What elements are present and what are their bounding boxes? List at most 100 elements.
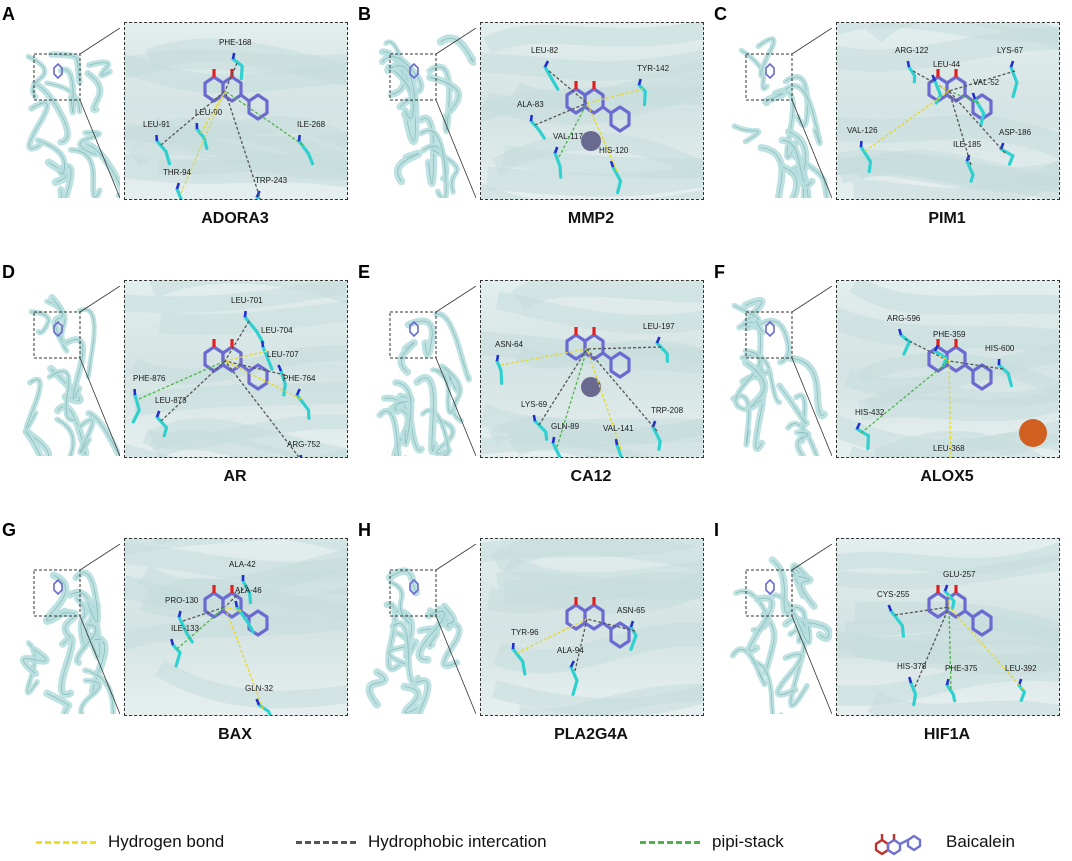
binding-site-render: ALA-42 ALA-46 PRO-130 ILE-133 GLN-32 (125, 539, 347, 715)
panel-g: G ALA-42 ALA-46 PRO-130 ILE-133 GLN-32 BAX (0, 520, 356, 770)
interaction-line (948, 90, 980, 104)
residue-label: ALA-46 (235, 586, 262, 595)
iron-ion (1019, 419, 1047, 447)
binding-site-zoom: LEU-197 ASN-64 LYS-69 GLN-89 VAL-141 TRP-208 (480, 280, 704, 458)
residue-label: TRP-208 (651, 406, 684, 415)
residue-label: GLN-89 (551, 422, 580, 431)
interaction-line (224, 320, 250, 362)
interaction-line (224, 90, 304, 146)
residue-sidechain (553, 151, 563, 179)
baicalein-ligand (203, 585, 269, 637)
residue-sidechain (543, 65, 560, 91)
residue-sidechain (907, 65, 917, 84)
interaction-line (224, 62, 238, 92)
residue-sidechain (945, 683, 957, 703)
residue-sidechain (175, 187, 183, 199)
legend-pipi-stack: pipi-stack (640, 828, 784, 856)
interaction-line (860, 360, 950, 434)
legend-label: Hydrogen bond (108, 832, 225, 851)
interaction-line (516, 618, 588, 654)
protein-overview (365, 544, 476, 714)
residue-label: ILE-133 (171, 624, 200, 633)
residue-label: VAL-141 (603, 424, 634, 433)
protein-overview (730, 286, 832, 456)
residue-sidechain (551, 441, 562, 457)
residue-label: ILE-185 (953, 140, 982, 149)
panel-h: H ASN-65 TYR-96 ALA-94 PLA2G4A (356, 520, 712, 770)
interaction-line (938, 354, 950, 362)
residue-sidechain (615, 443, 623, 457)
panel-letter: F (714, 262, 725, 282)
panel-letter: H (358, 520, 371, 540)
residue-sidechain (999, 147, 1015, 166)
panel-i: I CYS-255 GLU-257 HIS-378 PHE-375 LEU-392 HIF1… (712, 520, 1068, 770)
residue-sidechain (997, 363, 1014, 388)
residue-label: ILE-268 (297, 120, 326, 129)
interaction-line (938, 84, 950, 92)
residue-label: PRO-130 (165, 596, 199, 605)
hydrogen-bond-swatch (36, 840, 96, 844)
panel-letter: D (2, 262, 15, 282)
residue-sidechain (933, 349, 949, 368)
protein-name: PIM1 (928, 210, 966, 227)
interaction-line (948, 606, 1024, 690)
residue-sidechain (511, 647, 527, 676)
interaction-line (224, 90, 262, 199)
protein-overview (22, 286, 120, 456)
panel-d: D LEU-701 LEU-704 LEU-707 PHE-876 PHE-764 LEU-… (0, 262, 356, 512)
protein-name: PLA2G4A (554, 726, 628, 743)
binding-site-render: LEU-82 TYR-142 ALA-83 VAL-117 HIS-120 (481, 23, 703, 199)
residue-label: ALA-94 (557, 646, 584, 655)
interaction-line (176, 606, 226, 650)
interaction-line (224, 584, 248, 608)
residue-sidechain (295, 393, 311, 420)
residue-label: LEU-392 (1005, 664, 1037, 673)
residue-sidechain (155, 415, 169, 438)
legend-label: Baicalein (946, 832, 1015, 851)
residue-sidechain (611, 165, 623, 195)
panel-letter: E (358, 262, 371, 282)
legend-hydrophobic: Hydrophobic intercation (296, 828, 547, 856)
protein-name: AR (223, 468, 247, 485)
interaction-line (224, 606, 264, 710)
protein-overview (378, 28, 476, 198)
protein-name: MMP2 (567, 210, 615, 227)
interaction-line (894, 606, 950, 616)
pipi-stack-swatch (640, 840, 700, 844)
residue-sidechain (651, 425, 662, 451)
residue-sidechain (569, 665, 579, 696)
binding-site-zoom: CYS-255 GLU-257 HIS-378 PHE-375 LEU-392 (836, 538, 1060, 716)
residue-sidechain (637, 83, 647, 107)
binding-site-render: LEU-197 ASN-64 LYS-69 GLN-89 VAL-141 TRP-208 (481, 281, 703, 457)
residue-label: TYR-142 (637, 64, 670, 73)
residue-sidechain (859, 145, 873, 173)
panel-letter: G (2, 520, 17, 540)
binding-site-render: ARG-596 PHE-359 HIS-600 HIS-432 LEU-368 (837, 281, 1059, 457)
hydrophobic-swatch (296, 840, 356, 844)
residue-label: HIS-378 (897, 662, 927, 671)
legend-hydrogen-bond: Hydrogen bond (36, 828, 224, 856)
interaction-line (912, 70, 950, 92)
residue-sidechain (171, 643, 182, 668)
residue-sidechain (231, 57, 244, 81)
interaction-line (914, 606, 950, 688)
residue-label: LEU-701 (231, 296, 263, 305)
protein-name: CA12 (570, 468, 612, 485)
interaction-line (586, 348, 622, 450)
legend-label: pipi-stack (712, 832, 784, 851)
protein-overview (731, 28, 832, 198)
interaction-line (500, 348, 588, 366)
residue-sidechain (241, 579, 252, 605)
residue-sidechain (943, 589, 956, 610)
residue-sidechain (195, 127, 209, 151)
panel-letter: C (714, 4, 727, 24)
residue-sidechain (279, 369, 287, 397)
residue-label: ARG-752 (287, 440, 321, 449)
residue-label: HIS-432 (855, 408, 885, 417)
interaction-line (548, 70, 588, 104)
residue-label: LEU-44 (933, 60, 961, 69)
residue-label: LEU-873 (155, 396, 187, 405)
baicalein-molecule-icon (874, 834, 922, 856)
residue-label: LEU-82 (531, 46, 559, 55)
protein-overview (19, 544, 120, 714)
